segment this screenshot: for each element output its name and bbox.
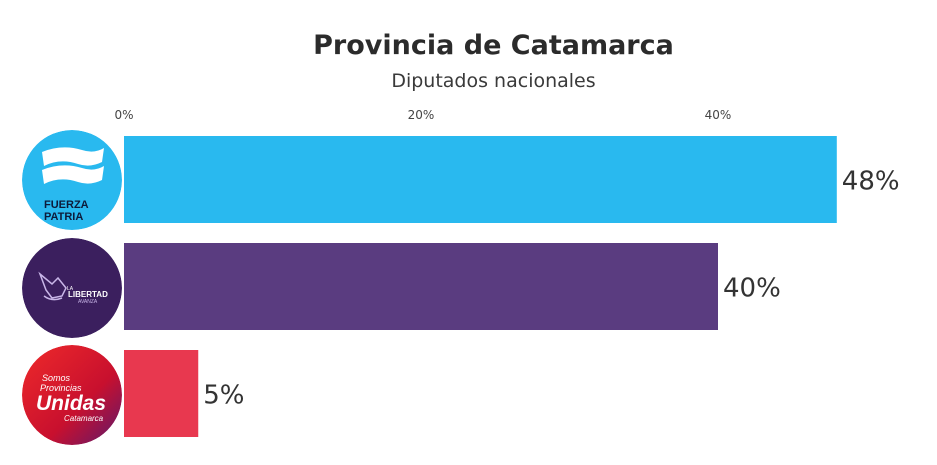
spu-line1: Somos	[42, 373, 71, 383]
bar-value-label: 40%	[723, 274, 781, 304]
bar-value-label: 48%	[842, 167, 900, 197]
spu-line3: Unidas	[36, 392, 106, 415]
x-tick-label: 0%	[114, 108, 133, 122]
bar-value-label: 5%	[203, 381, 244, 411]
bar	[124, 136, 837, 223]
spu-line2: Provincias	[40, 383, 82, 393]
x-tick-label: 20%	[408, 108, 435, 122]
libertad-avanza-line2: AVANZA	[78, 299, 98, 305]
fuerza-patria-line2: PATRIA	[44, 211, 83, 223]
chart-subtitle: Diputados nacionales	[391, 70, 596, 92]
bar	[124, 350, 199, 437]
bar	[124, 243, 718, 330]
libertad-avanza-small: LA	[67, 286, 74, 292]
libertad-avanza-logo: LA LIBERTAD AVANZA	[22, 238, 122, 338]
spu-line4: Catamarca	[64, 414, 104, 423]
libertad-avanza-line1: LIBERTAD	[68, 290, 108, 299]
x-tick-label: 40%	[705, 108, 732, 122]
fuerza-patria-logo: FUERZA PATRIA	[22, 130, 122, 230]
chart-title: Provincia de Catamarca	[313, 30, 674, 61]
somos-provincias-unidas-logo: Somos Provincias Unidas Catamarca	[22, 345, 122, 445]
fuerza-patria-line1: FUERZA	[44, 199, 89, 211]
